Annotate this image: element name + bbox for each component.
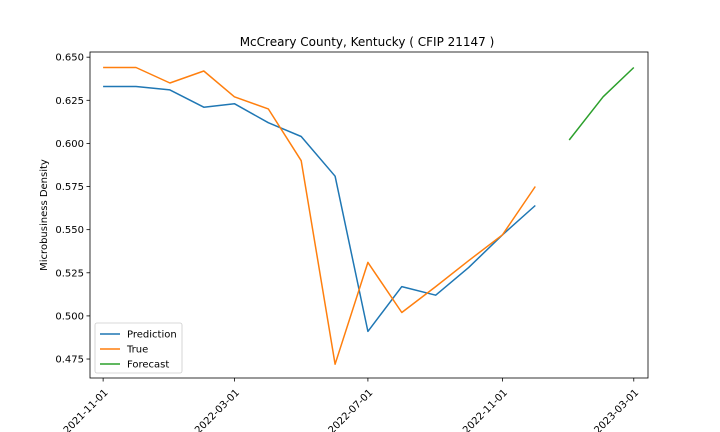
y-tick-label: 0.525 [55,268,84,279]
y-tick-label: 0.500 [55,311,84,322]
y-tick-label: 0.475 [55,355,84,366]
axes-frame [89,51,649,379]
y-tick-label: 0.650 [55,53,84,64]
legend-label-forecast: Forecast [127,360,169,371]
chart-title: McCreary County, Kentucky ( CFIP 21147 ) [240,35,495,49]
legend-label-true: True [126,345,148,356]
series-line-true [103,66,536,365]
series-line-prediction [103,85,536,333]
y-axis-label: Microbusiness Density [39,159,50,271]
legend-box [94,322,183,374]
y-tick-label: 0.625 [55,96,84,107]
y-tick-label: 0.550 [55,225,84,236]
legend-label-prediction: Prediction [127,330,177,341]
legend: Prediction True Forecast [94,322,183,374]
series-line-forecast [568,66,635,141]
y-tick-label: 0.575 [55,182,84,193]
y-tick-label: 0.600 [55,139,84,150]
